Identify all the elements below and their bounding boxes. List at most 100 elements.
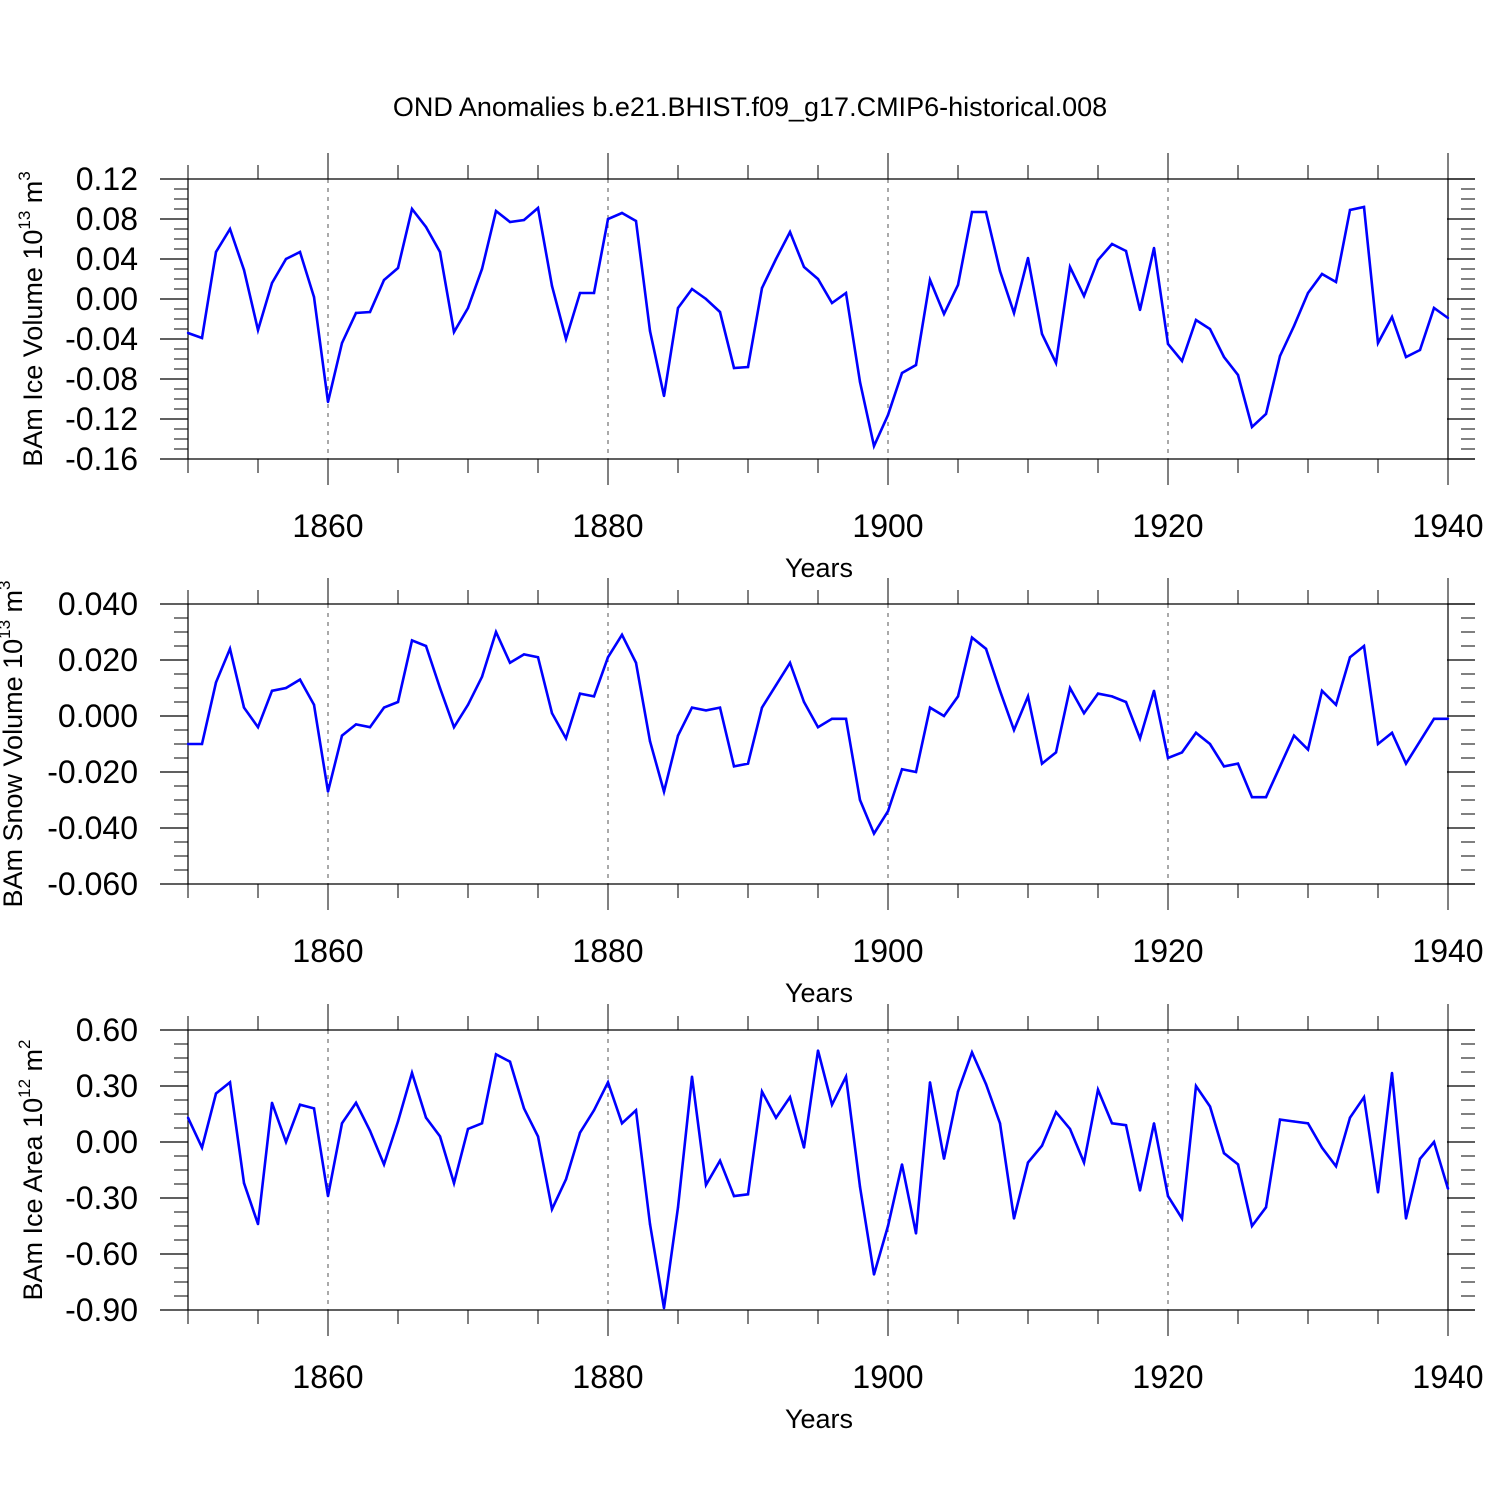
- data-point: [788, 661, 792, 664]
- data-point: [886, 413, 890, 417]
- data-point: [774, 684, 778, 687]
- data-point: [1152, 1122, 1156, 1125]
- data-point: [536, 206, 540, 210]
- data-point: [1292, 1120, 1296, 1123]
- data-point: [592, 1109, 596, 1112]
- data-point: [1152, 689, 1156, 692]
- data-point: [648, 740, 652, 743]
- data-point: [746, 1193, 750, 1196]
- data-point: [200, 336, 204, 340]
- data-point: [760, 1090, 764, 1093]
- data-point: [676, 1206, 680, 1209]
- data-point: [928, 278, 932, 282]
- y-tick-label: 0.040: [58, 586, 138, 622]
- data-point: [690, 287, 694, 291]
- y-tick-label: -0.60: [65, 1236, 138, 1272]
- y-axis-label: BAm Ice Volume 1013 m3: [15, 171, 48, 467]
- data-point: [494, 630, 498, 634]
- y-tick-label: 0.30: [76, 1068, 138, 1104]
- data-point: [1432, 717, 1436, 720]
- data-point: [396, 1120, 400, 1123]
- data-point: [928, 1081, 932, 1084]
- panel-2: 0.040 0.020 0.000 -0.020 -0.040 -0.060 1860 188…: [0, 578, 1484, 1008]
- data-point: [914, 363, 918, 367]
- data-point: [452, 330, 456, 334]
- data-point: [1026, 1161, 1030, 1164]
- data-point: [494, 1053, 498, 1056]
- data-point: [242, 268, 246, 272]
- data-point: [578, 1131, 582, 1134]
- data-point: [1348, 656, 1352, 659]
- data-point: [1250, 796, 1254, 799]
- data-point: [284, 257, 288, 261]
- data-point: [606, 217, 610, 221]
- data-point: [368, 726, 372, 729]
- data-point: [1110, 1122, 1114, 1125]
- data-point: [438, 250, 442, 254]
- data-point: [1040, 762, 1044, 765]
- x-axis-label: Years: [785, 553, 853, 583]
- data-point: [256, 726, 260, 729]
- data-point: [1138, 1189, 1142, 1192]
- data-point: [424, 644, 428, 648]
- data-point: [1418, 740, 1422, 743]
- data-point: [662, 790, 666, 793]
- data-point: [802, 700, 806, 704]
- data-point: [1138, 308, 1142, 312]
- series-line: [188, 628, 1448, 837]
- data-point: [1110, 242, 1114, 246]
- data-point: [396, 266, 400, 270]
- data-point: [1334, 1165, 1338, 1168]
- data-point: [816, 277, 820, 281]
- y-axis-label: BAm Ice Area 1012 m2: [15, 1040, 48, 1301]
- y-tick-label: 0.60: [76, 1012, 138, 1048]
- x-tick-label: 1860: [292, 1359, 363, 1395]
- data-point: [382, 706, 386, 709]
- data-point: [1320, 689, 1324, 692]
- data-point: [536, 656, 540, 659]
- data-point: [1110, 695, 1114, 698]
- data-point: [242, 1181, 246, 1185]
- data-point: [466, 703, 470, 706]
- data-point: [732, 366, 736, 370]
- data-point: [452, 726, 456, 729]
- data-point: [1432, 306, 1436, 310]
- data-point: [858, 798, 862, 802]
- data-point: [1180, 359, 1184, 363]
- data-point: [382, 278, 386, 282]
- data-point: [942, 312, 946, 316]
- data-point: [984, 647, 988, 650]
- x-tick-label: 1920: [1132, 508, 1203, 544]
- data-point: [1068, 265, 1072, 269]
- data-point: [186, 742, 190, 746]
- data-point: [312, 295, 316, 299]
- data-point: [1012, 311, 1016, 315]
- data-point: [648, 1222, 652, 1226]
- y-axis-label: BAm Snow Volume 1013 m3: [0, 580, 28, 907]
- data-point: [1418, 348, 1422, 352]
- data-point: [522, 218, 526, 222]
- data-point: [956, 1090, 960, 1093]
- data-point: [970, 210, 974, 214]
- data-point: [410, 207, 414, 211]
- data-point: [242, 706, 246, 709]
- data-point: [270, 689, 274, 692]
- data-point: [760, 706, 764, 709]
- data-point: [452, 1181, 456, 1185]
- data-point: [480, 675, 484, 678]
- data-point: [508, 661, 512, 664]
- data-point: [942, 1157, 946, 1161]
- data-point: [1348, 1116, 1352, 1119]
- data-point: [1180, 751, 1184, 754]
- data-point: [900, 1163, 904, 1166]
- data-point: [648, 329, 652, 333]
- data-point: [298, 678, 302, 681]
- data-point: [1208, 327, 1212, 331]
- y-tick-label: -0.08: [65, 361, 138, 397]
- data-point: [662, 394, 666, 398]
- data-point: [522, 653, 526, 656]
- data-point: [998, 1122, 1002, 1125]
- data-point: [1404, 355, 1408, 359]
- data-point: [732, 1194, 736, 1198]
